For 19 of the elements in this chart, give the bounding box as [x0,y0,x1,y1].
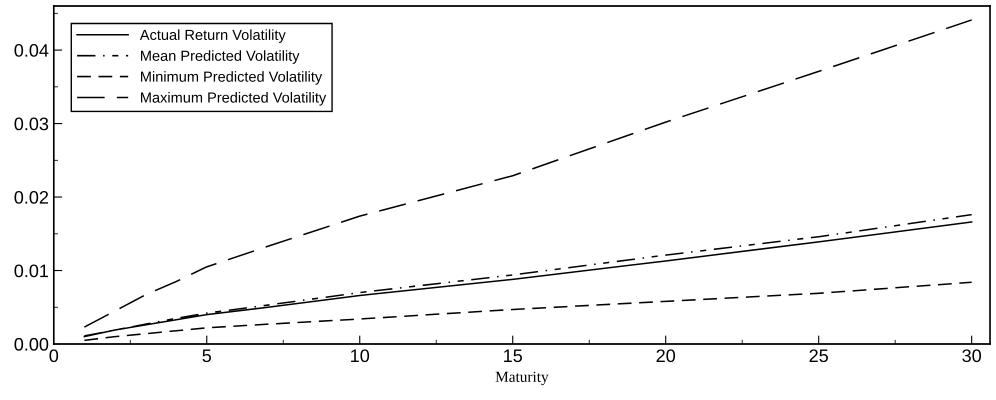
y-tick-label: 0.02 [14,190,48,204]
legend-label: Mean Predicted Volatility [141,50,300,64]
x-tick-label: 0 [49,349,58,362]
legend-label: Actual Return Volatility [140,29,286,43]
x-tick-label: 15 [504,350,522,362]
x-tick-label: 5 [202,350,212,362]
x-tick-label: 10 [351,349,370,362]
x-tick-label: 20 [656,349,676,362]
line-series [84,282,972,342]
legend-label: Minimum Predicted Volatility [141,71,322,85]
y-tick-label: 0.03 [14,118,48,130]
x-axis-title: Maturity [496,372,549,386]
line-series [84,19,972,328]
x-tick-label: 25 [810,349,828,362]
x-tick-label: 30 [962,349,982,362]
y-tick-label: 0.00 [14,338,48,351]
legend-label: Maximum Predicted Volatility [141,92,326,106]
y-tick-label: 0.01 [14,264,48,278]
y-tick-label: 0.04 [14,44,48,57]
